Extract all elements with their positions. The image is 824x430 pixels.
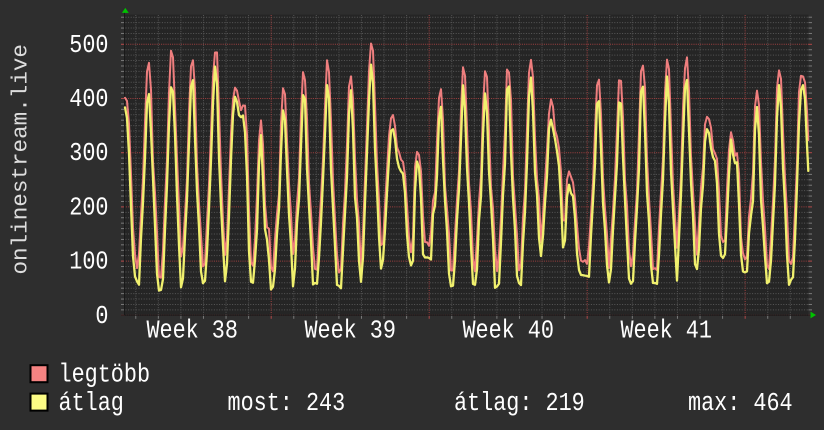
- svg-text:Week 41: Week 41: [620, 317, 712, 346]
- svg-text:Week 38: Week 38: [146, 317, 238, 346]
- svg-text:onlinestream.live: onlinestream.live: [8, 44, 34, 275]
- svg-text:100: 100: [69, 248, 108, 277]
- svg-text:max: 464: max: 464: [688, 389, 793, 418]
- svg-text:300: 300: [69, 140, 108, 169]
- svg-text:átlag: 219: átlag: 219: [454, 389, 585, 418]
- svg-text:500: 500: [69, 31, 108, 60]
- svg-text:Week 40: Week 40: [462, 317, 554, 346]
- svg-text:legtöbb: legtöbb: [59, 361, 151, 390]
- svg-text:Week 39: Week 39: [304, 317, 396, 346]
- svg-text:400: 400: [69, 86, 108, 115]
- svg-text:200: 200: [69, 194, 108, 223]
- svg-text:0: 0: [95, 302, 108, 331]
- svg-text:átlag: átlag: [59, 389, 124, 418]
- svg-text:most: 243: most: 243: [228, 389, 346, 418]
